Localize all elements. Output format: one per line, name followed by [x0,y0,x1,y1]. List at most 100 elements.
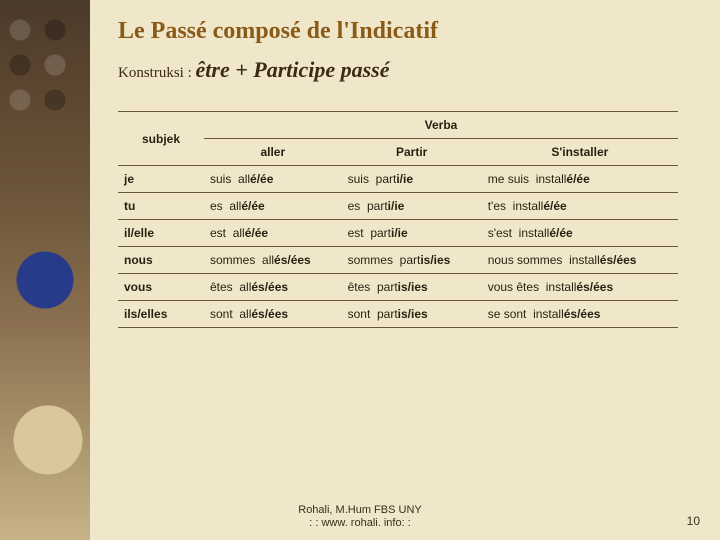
ending: és/ées [274,253,311,267]
pronoun-cell: tu [118,193,204,220]
aux: suis [348,172,376,186]
aux: suis [210,172,238,186]
pronoun-cell: je [118,166,204,193]
table-row: tues allé/éees parti/iet'es installé/ée [118,193,678,220]
stem: all [262,253,274,267]
aux: est [210,226,233,240]
stem: part [377,307,398,321]
stem: all [233,226,245,240]
ending: is/ies [398,280,428,294]
subjek-header: subjek [118,112,204,166]
stem: all [229,199,241,213]
stem: all [239,280,251,294]
ending: é/ée [241,199,264,213]
stem: install [536,172,567,186]
ending: é/ée [250,172,273,186]
conj-cell: es parti/ie [342,193,482,220]
pronoun-cell: il/elle [118,220,204,247]
conj-cell: nous sommes installés/ées [482,247,678,274]
aux: se sont [488,307,533,321]
konstruksi-label: Konstruksi : [118,65,192,81]
col-aller-header: aller [204,139,342,166]
ending: i/ie [391,226,408,240]
stem: install [519,226,550,240]
conjugation-body: jesuis allé/éesuis parti/ieme suis insta… [118,166,678,328]
aux: est [348,226,371,240]
col-partir-header: Partir [342,139,482,166]
stem: install [569,253,600,267]
ending: i/ie [388,199,405,213]
stem: part [400,253,421,267]
ending: is/ies [398,307,428,321]
table-row: il/elleest allé/éeest parti/ies'est inst… [118,220,678,247]
conj-cell: sommes partis/ies [342,247,482,274]
ending: és/ées [564,307,601,321]
aux: sont [348,307,377,321]
aux: êtes [348,280,377,294]
col-sinstaller-header: S'installer [482,139,678,166]
table-row: vousêtes allés/éesêtes partis/iesvous êt… [118,274,678,301]
table-row: jesuis allé/éesuis parti/ieme suis insta… [118,166,678,193]
pronoun-cell: vous [118,274,204,301]
aux: sommes [348,253,400,267]
ending: é/ée [549,226,572,240]
stem: all [238,172,250,186]
conj-cell: vous êtes installés/ées [482,274,678,301]
pronoun-cell: nous [118,247,204,274]
aux: êtes [210,280,239,294]
conj-cell: me suis installé/ée [482,166,678,193]
footer: Rohali, M.Hum FBS UNY : : www. rohali. i… [0,504,720,530]
pronoun-cell: ils/elles [118,301,204,328]
konstruksi-value: être + Participe passé [196,57,390,82]
aux: s'est [488,226,519,240]
conj-cell: sont partis/ies [342,301,482,328]
ending: és/ées [251,280,288,294]
conj-cell: se sont installés/ées [482,301,678,328]
stem: part [367,199,388,213]
ending: is/ies [420,253,450,267]
conj-cell: suis parti/ie [342,166,482,193]
table-row: noussommes allés/éessommes partis/iesnou… [118,247,678,274]
footer-line1: Rohali, M.Hum FBS UNY [298,504,421,516]
stem: install [513,199,544,213]
construction-line: Konstruksi : être + Participe passé [118,57,696,83]
conj-cell: êtes partis/ies [342,274,482,301]
footer-line2: : : www. rohali. info: : [309,517,410,529]
conjugation-table: subjek Verba aller Partir S'installer je… [118,111,678,328]
conj-cell: est parti/ie [342,220,482,247]
table-row: ils/ellessont allés/éessont partis/iesse… [118,301,678,328]
ending: i/ie [396,172,413,186]
conj-cell: sommes allés/ées [204,247,342,274]
stem: part [370,226,391,240]
conj-cell: suis allé/ée [204,166,342,193]
aux: sommes [210,253,262,267]
verba-header: Verba [204,112,678,139]
stem: install [546,280,577,294]
aux: es [210,199,229,213]
conj-cell: est allé/ée [204,220,342,247]
ending: é/ée [566,172,589,186]
content-area: Le Passé composé de l'Indicatif Konstruk… [100,0,720,540]
ending: é/ée [245,226,268,240]
conj-cell: sont allés/ées [204,301,342,328]
aux: me suis [488,172,536,186]
aux: t'es [488,199,513,213]
conj-cell: s'est installé/ée [482,220,678,247]
ending: és/ées [251,307,288,321]
page-number: 10 [687,514,700,528]
slide-title: Le Passé composé de l'Indicatif [118,18,696,45]
stem: part [377,280,398,294]
decorative-sidebar [0,0,90,540]
ending: és/ées [600,253,637,267]
conj-cell: es allé/ée [204,193,342,220]
aux: vous êtes [488,280,546,294]
stem: all [239,307,251,321]
conj-cell: t'es installé/ée [482,193,678,220]
slide: Le Passé composé de l'Indicatif Konstruk… [0,0,720,540]
ending: é/ée [543,199,566,213]
ending: és/ées [576,280,613,294]
aux: nous sommes [488,253,569,267]
stem: install [533,307,564,321]
aux: es [348,199,367,213]
conj-cell: êtes allés/ées [204,274,342,301]
